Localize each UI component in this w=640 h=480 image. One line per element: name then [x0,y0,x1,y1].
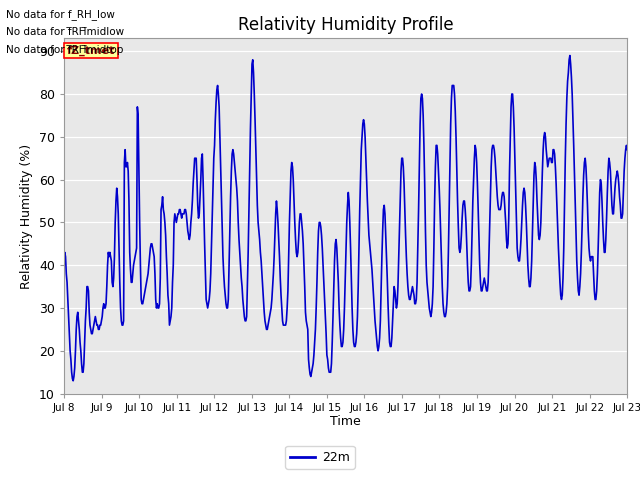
Text: No data for f_RH_low: No data for f_RH_low [6,9,115,20]
X-axis label: Time: Time [330,415,361,429]
Text: No data for f̅RH̅midlow: No data for f̅RH̅midlow [6,27,125,37]
Legend: 22m: 22m [285,446,355,469]
Y-axis label: Relativity Humidity (%): Relativity Humidity (%) [20,144,33,288]
Title: Relativity Humidity Profile: Relativity Humidity Profile [238,16,453,34]
Text: No data for f̅RH̅midtop: No data for f̅RH̅midtop [6,45,124,55]
Text: fZ_tmet: fZ_tmet [67,46,115,56]
